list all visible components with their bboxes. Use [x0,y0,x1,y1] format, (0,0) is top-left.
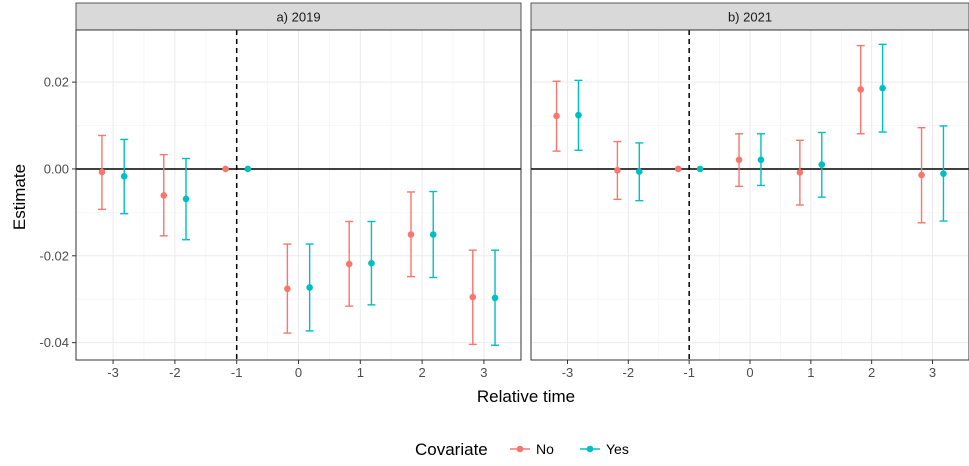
facet-title: b) 2021 [728,10,772,25]
estimate-point [696,165,704,173]
estimate-point [182,195,190,203]
x-tick-label: 1 [807,365,814,380]
facet-title: a) 2019 [276,10,320,25]
legend: Covariate No Yes [415,440,629,459]
estimate-point [614,166,621,174]
legend-title: Covariate [415,440,488,459]
legend-items: No Yes [510,441,629,457]
estimate-point [796,169,804,176]
x-tick-label: 1 [357,365,364,380]
estimate-point [940,170,947,178]
legend-item-no: No [510,441,554,457]
estimate-point [469,293,477,301]
x-tick-label: -3 [562,365,574,380]
x-tick-label: -2 [169,365,181,380]
y-axis: -0.04 -0.02 0.00 0.02 [39,75,76,350]
estimate-point [368,259,375,267]
estimate-point [635,168,643,175]
estimate-point [244,165,252,173]
x-tick-label: -1 [683,365,695,380]
legend-label: Yes [606,441,629,457]
panel-2: b) 2021 [530,2,969,361]
x-tick-label: 0 [746,365,753,380]
chart-panels: a) 2019 b) 2021 [75,2,969,361]
x-axes: -3 -2 -1 0 1 2 3 -3 -2 -1 0 1 2 3 [107,360,936,380]
estimate-point [429,231,437,238]
estimate-point [879,84,886,92]
estimate-point [553,112,560,120]
estimate-point [222,165,229,173]
facet-strip [75,2,522,31]
facet-strip [530,2,969,31]
estimate-point [674,165,682,173]
y-axis-title: Estimate [10,164,29,230]
estimate-point [407,231,415,238]
x-tick-label: -3 [107,365,119,380]
x-tick-label: 3 [480,365,487,380]
estimate-point [857,86,865,93]
x-tick-label: 2 [418,365,425,380]
x-axis-title: Relative time [477,387,575,406]
estimate-point [98,168,106,176]
estimate-point [491,294,499,302]
series-yes [574,43,948,222]
estimate-point [918,171,925,179]
estimate-point [120,173,128,180]
series-yes [120,138,500,346]
estimate-point [160,192,168,199]
x-tick-label: 0 [295,365,302,380]
legend-key-point [516,445,524,453]
legend-item-yes: Yes [580,441,629,457]
x-tick-label: 3 [929,365,936,380]
x-tick-label: 2 [868,365,875,380]
series-no [97,134,477,346]
y-tick-label: 0.00 [44,161,69,176]
estimate-point [306,284,313,291]
y-tick-label: 0.02 [44,75,69,90]
estimate-point [284,285,291,293]
estimate-point [735,156,743,164]
estimate-point [818,161,826,168]
y-tick-label: -0.02 [39,248,69,263]
x-tick-label: -2 [623,365,635,380]
estimate-point [575,111,582,119]
panel-1: a) 2019 [75,2,522,361]
series-no [552,44,926,224]
estimate-point [345,260,353,268]
legend-label: No [536,441,554,457]
legend-key-point [586,445,594,453]
x-tick-label: -1 [231,365,243,380]
estimate-point [757,156,765,164]
y-tick-label: -0.04 [39,335,69,350]
